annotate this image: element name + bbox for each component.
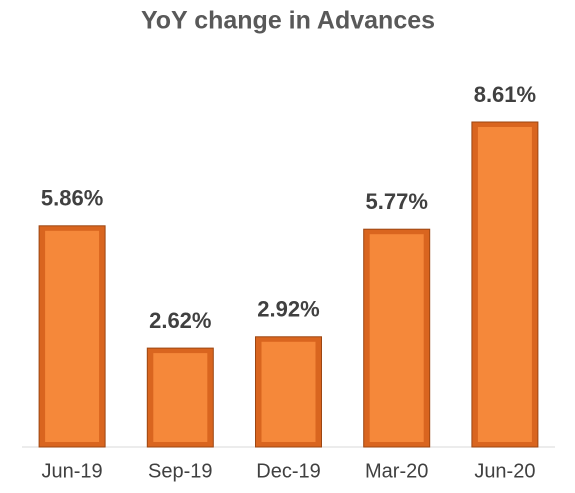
bar-face: [45, 230, 100, 442]
x-tick-label: Sep-19: [148, 460, 213, 482]
data-label: 2.62%: [149, 308, 211, 333]
bar-face: [477, 127, 532, 442]
chart-title: YoY change in Advances: [141, 7, 435, 35]
data-label: 2.92%: [257, 297, 319, 322]
bar-face: [369, 234, 424, 442]
x-tick-label: Dec-19: [256, 460, 320, 482]
data-label: 8.61%: [474, 82, 536, 107]
x-tick-label: Jun-19: [42, 460, 103, 482]
x-tick-label: Mar-20: [365, 460, 428, 482]
data-label: 5.77%: [366, 189, 428, 214]
bar-face: [261, 341, 316, 442]
x-tick-label: Jun-20: [474, 460, 535, 482]
bar-face: [153, 353, 208, 442]
data-label: 5.86%: [41, 186, 103, 211]
